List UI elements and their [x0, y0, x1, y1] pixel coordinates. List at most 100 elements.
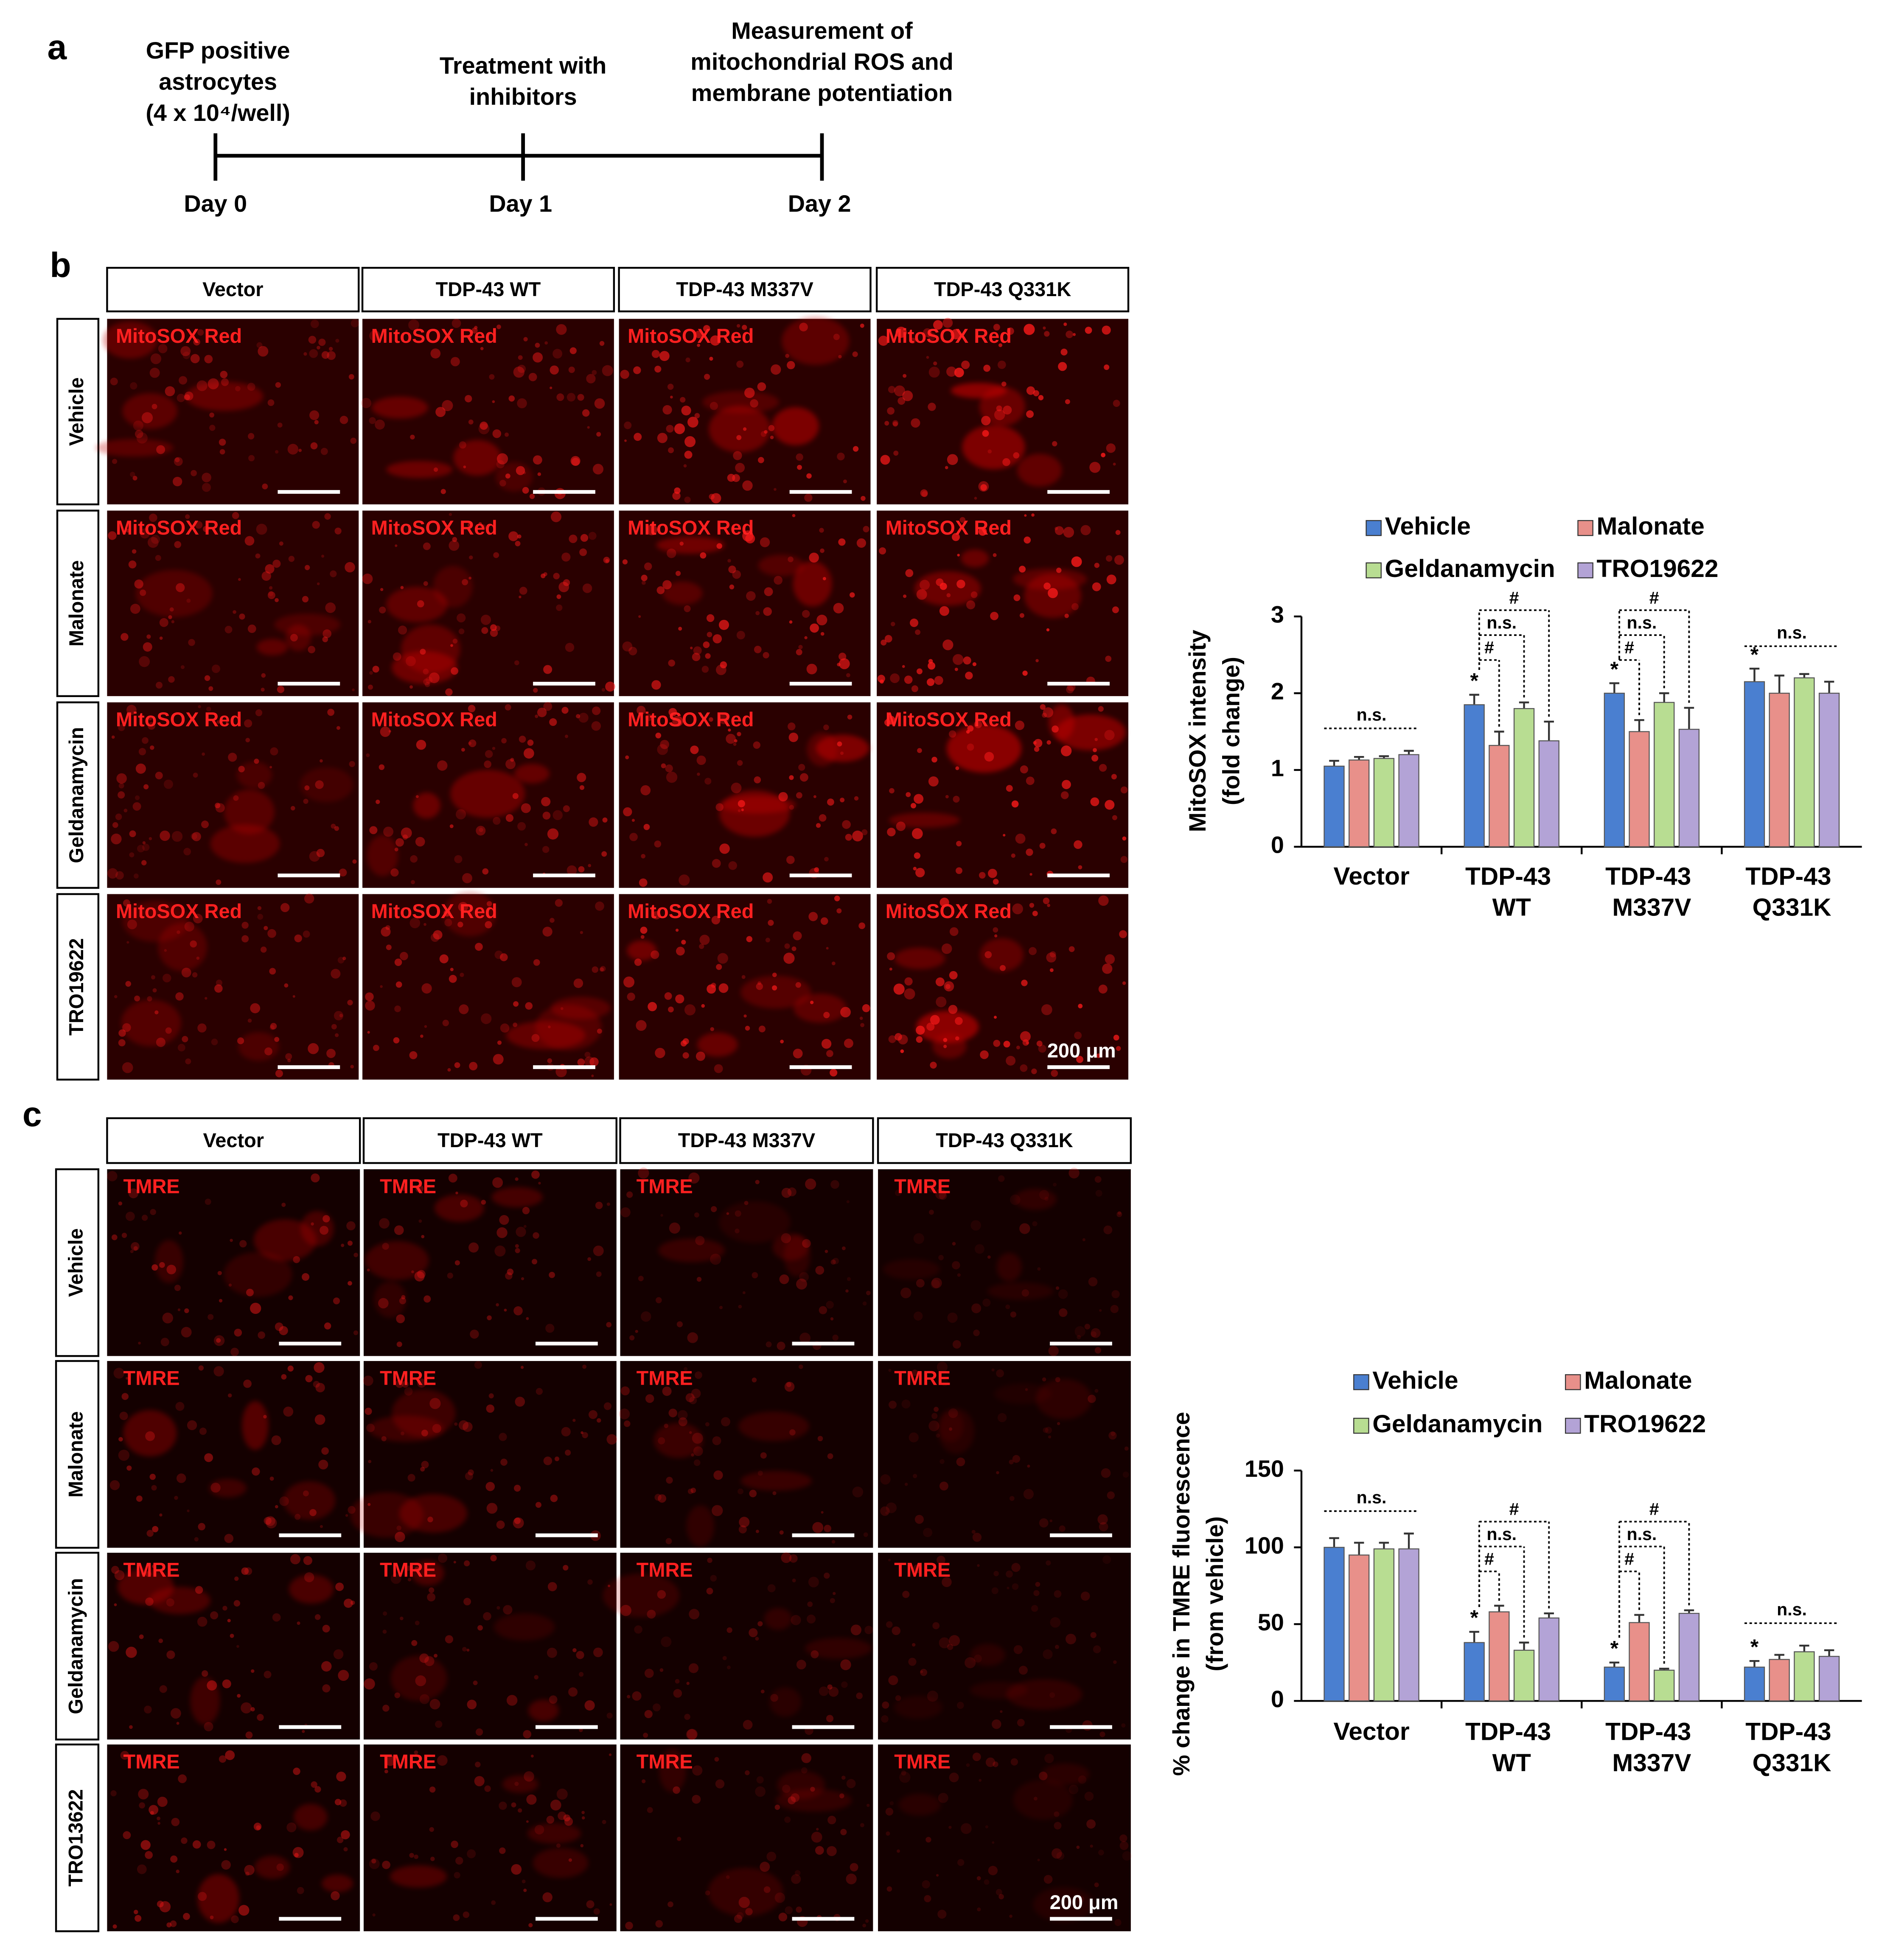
- cell: [213, 1366, 224, 1377]
- cell: [543, 572, 547, 576]
- cell: [396, 1314, 405, 1323]
- cell: [533, 1232, 539, 1239]
- cell: [670, 395, 673, 399]
- cell: [264, 1517, 272, 1525]
- cell: [923, 328, 932, 337]
- cell: [420, 649, 426, 655]
- cell: [1046, 952, 1057, 963]
- cell: [967, 743, 974, 751]
- cell: [676, 946, 685, 956]
- column-header: TDP-43 M337V: [676, 278, 813, 300]
- cell: [152, 1526, 159, 1532]
- cell: [990, 612, 998, 620]
- cell: [692, 1795, 701, 1804]
- cell: [916, 589, 927, 600]
- cell: [139, 1802, 145, 1809]
- cell: [846, 1200, 850, 1204]
- cell: [701, 666, 709, 673]
- cell: [563, 579, 570, 586]
- cell: [972, 662, 976, 666]
- cell: [841, 1775, 846, 1780]
- cell: [320, 1226, 329, 1235]
- cell: [130, 604, 140, 614]
- cell: [345, 562, 355, 573]
- cell: [791, 946, 796, 951]
- cell: [415, 1184, 424, 1193]
- cell: [331, 823, 336, 829]
- cell: [400, 586, 404, 589]
- cell: [933, 361, 937, 366]
- cell: [678, 1417, 687, 1426]
- cell: [186, 599, 191, 603]
- cell: [912, 1643, 916, 1647]
- cell: [158, 344, 168, 353]
- cell: [587, 1257, 592, 1261]
- cell: [212, 664, 220, 673]
- cell-cluster: [210, 824, 280, 863]
- cell: [1119, 1834, 1127, 1842]
- cell: [693, 1459, 701, 1466]
- cell: [394, 1005, 401, 1012]
- cell: [996, 405, 1002, 412]
- cell: [430, 348, 441, 359]
- cell: [722, 1656, 727, 1660]
- bracket-label: #: [1649, 1499, 1659, 1519]
- cell: [264, 1671, 272, 1679]
- cell: [508, 531, 519, 541]
- cell: [463, 1422, 473, 1432]
- cell: [550, 918, 555, 923]
- bracket-label: #: [1509, 1499, 1519, 1519]
- cell: [892, 420, 898, 426]
- cell: [499, 953, 508, 961]
- cell: [948, 730, 956, 738]
- cell: [496, 1227, 508, 1238]
- cell: [225, 1750, 235, 1760]
- cell: [727, 473, 735, 482]
- cell: [569, 347, 577, 354]
- cell: [934, 676, 943, 685]
- cell: [334, 527, 342, 535]
- cell: [151, 1485, 157, 1491]
- cell: [641, 854, 645, 859]
- cell: [984, 951, 992, 958]
- cell-cluster: [709, 406, 771, 453]
- cell: [351, 1600, 355, 1605]
- cell: [1113, 400, 1120, 407]
- cell: [343, 1847, 348, 1852]
- cell: [993, 324, 1000, 331]
- bar: [1769, 692, 1790, 848]
- cell: [136, 1495, 143, 1502]
- cell: [235, 386, 241, 392]
- cell: [1113, 1034, 1119, 1041]
- cell: [427, 1593, 436, 1602]
- cell: [328, 347, 333, 351]
- cell: [481, 1013, 492, 1024]
- cell: [1080, 1591, 1090, 1601]
- cell: [799, 1333, 811, 1344]
- cell: [755, 1637, 759, 1641]
- cell: [1000, 1710, 1003, 1713]
- cell: [578, 713, 589, 723]
- stain-label: TMRE: [123, 1366, 180, 1389]
- cell: [1122, 1851, 1132, 1861]
- cell: [438, 1553, 448, 1563]
- cell: [537, 472, 541, 476]
- cell: [823, 1012, 830, 1019]
- cell: [176, 1722, 179, 1725]
- cell: [499, 1215, 509, 1225]
- cell: [409, 685, 413, 689]
- bar: [1604, 692, 1625, 848]
- cell: [807, 1614, 816, 1624]
- y-tick-label: 3: [1271, 602, 1284, 628]
- cell: [519, 595, 522, 599]
- cell: [176, 583, 185, 592]
- cell: [211, 1039, 218, 1045]
- cell: [463, 1911, 470, 1918]
- cell: [840, 751, 844, 755]
- cell: [512, 793, 519, 799]
- column-header-box: [619, 1117, 874, 1164]
- cell: [1005, 1304, 1010, 1309]
- cell: [1026, 848, 1033, 856]
- stain-label: MitoSOX Red: [116, 708, 242, 731]
- cell: [114, 1570, 125, 1580]
